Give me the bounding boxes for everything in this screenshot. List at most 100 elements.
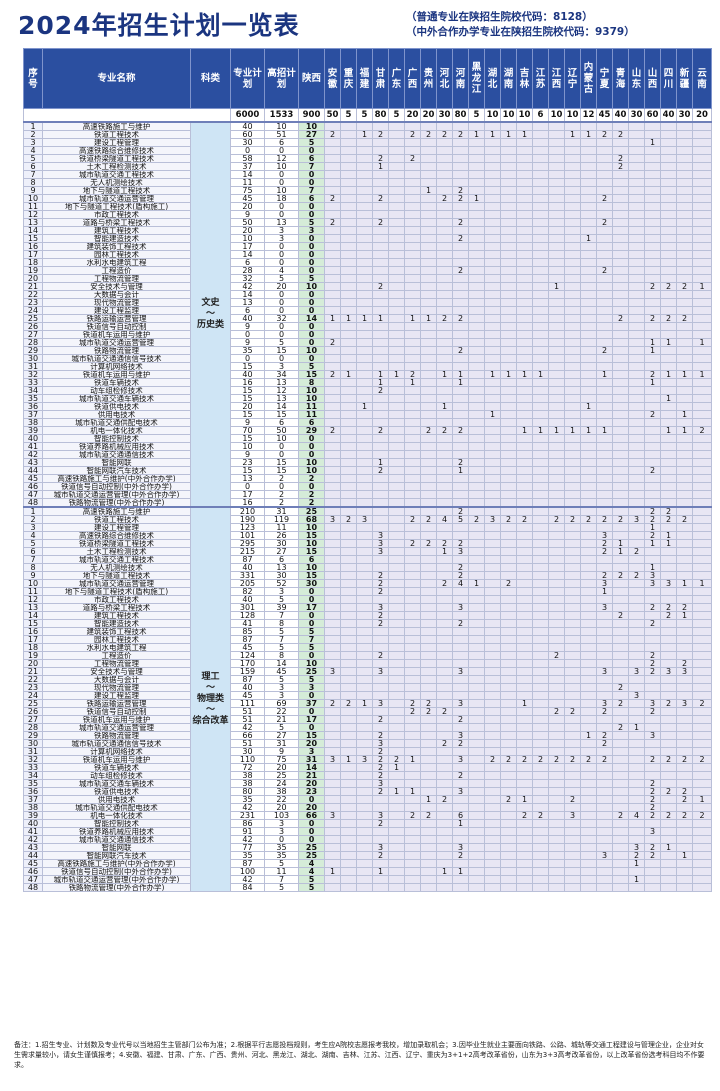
province-quota-cell: [484, 354, 501, 363]
province-quota-cell: [484, 458, 501, 467]
province-quota-cell: [692, 819, 712, 828]
province-quota-cell: [676, 378, 693, 387]
province-quota-cell: [420, 138, 437, 147]
major-name-cell: 城市轨道交通运营管理(中外合作办学): [42, 490, 191, 499]
province-quota-cell: 3: [372, 667, 389, 676]
province-quota-cell: [596, 819, 613, 828]
province-quota-cell: [628, 803, 645, 812]
province-quota-cell: [644, 867, 661, 876]
province-quota-cell: [564, 603, 581, 612]
major-name-cell: 智能控制技术: [42, 819, 191, 828]
province-quota-cell: [484, 314, 501, 323]
province-quota-cell: 2: [500, 515, 517, 524]
province-quota-cell: [692, 154, 712, 163]
province-quota-cell: [340, 883, 357, 892]
shaanxi-cell: 0: [298, 442, 325, 451]
province-quota-cell: [564, 827, 581, 836]
row-index-cell: 12: [23, 595, 43, 604]
province-quota-cell: [692, 787, 712, 796]
province-quota-cell: [484, 531, 501, 540]
province-quota-cell: [516, 691, 533, 700]
province-quota-cell: [468, 779, 485, 788]
row-index-cell: 10: [23, 579, 43, 588]
province-quota-cell: [436, 811, 453, 820]
province-quota-cell: [340, 747, 357, 756]
province-quota-cell: [436, 338, 453, 347]
province-quota-cell: [340, 250, 357, 259]
major-name-cell: 建设工程管理: [42, 138, 191, 147]
major-name-cell: 铁道机车运用与维护: [42, 715, 191, 724]
row-index-cell: 5: [23, 539, 43, 548]
province-quota-cell: [660, 683, 677, 692]
province-quota-cell: [628, 274, 645, 283]
province-quota-cell: 2: [660, 603, 677, 612]
province-quota-cell: 2: [596, 571, 613, 580]
province-quota-cell: 2: [372, 819, 389, 828]
province-quota-cell: [644, 218, 661, 227]
province-quota-cell: [644, 186, 661, 195]
province-quota-cell: [580, 747, 597, 756]
shaanxi-cell: 25: [298, 851, 325, 860]
province-quota-cell: [372, 723, 389, 732]
province-quota-cell: [548, 803, 565, 812]
major-plan-cell: 215: [230, 547, 265, 556]
shaanxi-cell: 68: [298, 515, 325, 524]
province-quota-cell: [500, 226, 517, 235]
province-quota-cell: [468, 859, 485, 868]
province-quota-cell: [468, 619, 485, 628]
province-quota-cell: [420, 434, 437, 443]
province-quota-cell: 2: [404, 515, 421, 524]
province-quota-cell: [500, 667, 517, 676]
row-index-cell: 4: [23, 531, 43, 540]
province-quota-cell: [532, 154, 549, 163]
province-quota-cell: [420, 290, 437, 299]
province-quota-cell: [644, 675, 661, 684]
province-quota-cell: [564, 595, 581, 604]
province-quota-cell: [324, 763, 341, 772]
province-quota-cell: [356, 354, 373, 363]
row-index-cell: 33: [23, 378, 43, 387]
province-quota-cell: [372, 875, 389, 884]
province-quota-cell: [548, 715, 565, 724]
row-index-cell: 25: [23, 699, 43, 708]
major-plan-cell: 87: [230, 555, 265, 564]
province-quota-cell: 1: [420, 314, 437, 323]
province-quota-cell: [436, 354, 453, 363]
province-quota-cell: [388, 747, 405, 756]
major-name-cell: 铁道信号自动控制: [42, 707, 191, 716]
province-quota-cell: [676, 651, 693, 660]
shaanxi-cell: 7: [298, 162, 325, 171]
province-quota-cell: [612, 402, 629, 411]
province-quota-cell: [420, 410, 437, 419]
province-quota-cell: [484, 386, 501, 395]
province-quota-cell: [564, 466, 581, 475]
table-row: 14 建筑工程技术 128 7 0 2 2 2 1: [23, 611, 712, 620]
province-quota-cell: [500, 362, 517, 371]
shaanxi-cell: 5: [298, 218, 325, 227]
province-quota-cell: [676, 178, 693, 187]
province-quota-cell: [644, 242, 661, 251]
province-quota-cell: [340, 635, 357, 644]
province-quota-cell: [340, 226, 357, 235]
province-quota-cell: [692, 683, 712, 692]
province-quota-cell: [564, 747, 581, 756]
province-quota-cell: [500, 250, 517, 259]
province-quota-cell: [612, 835, 629, 844]
row-index-cell: 35: [23, 394, 43, 403]
province-quota-cell: [340, 218, 357, 227]
province-quota-cell: [548, 739, 565, 748]
province-quota-cell: [596, 835, 613, 844]
province-quota-cell: [516, 619, 533, 628]
province-quota-cell: [356, 571, 373, 580]
province-quota-cell: 1: [388, 763, 405, 772]
major-name-cell: 建设工程监理: [42, 306, 191, 315]
major-name-cell: 城市轨道交通通信信号技术: [42, 354, 191, 363]
province-quota-cell: [676, 779, 693, 788]
gaozhao-plan-cell: 45: [264, 667, 299, 676]
province-quota-cell: [628, 242, 645, 251]
province-quota-cell: 1: [404, 755, 421, 764]
province-quota-cell: [660, 194, 677, 203]
province-quota-cell: [404, 611, 421, 620]
province-quota-cell: [356, 563, 373, 572]
province-quota-cell: [628, 627, 645, 636]
